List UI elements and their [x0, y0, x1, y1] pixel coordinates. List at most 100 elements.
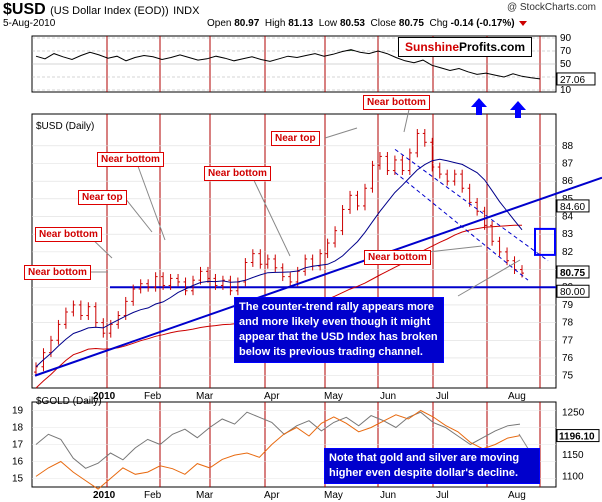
open-value: 80.97: [234, 18, 260, 29]
down-arrow-icon: [519, 20, 528, 26]
gold-panel-title: $GOLD (Daily): [36, 396, 102, 407]
gold-left-tick-label: 19: [12, 406, 24, 417]
price-tick-label: 79: [562, 300, 574, 311]
price-tick-label: 78: [562, 318, 574, 329]
low-label: Low: [318, 18, 338, 29]
annotation-pointer: [457, 259, 521, 297]
copyright: @ StockCharts.com: [506, 2, 596, 13]
close-value: 80.75: [398, 18, 424, 29]
month-label: Mar: [196, 391, 214, 402]
annotation-pointer: [134, 157, 166, 241]
month-label: Jul: [436, 490, 449, 501]
rsi-tick-label: 70: [560, 46, 572, 57]
label-near-bottom: Near bottom: [364, 250, 431, 265]
price-tick-label: 88: [562, 141, 574, 152]
gold-value-box: [556, 429, 600, 443]
open-label: Open: [207, 18, 232, 29]
main-panel-title: $USD (Daily): [36, 121, 95, 132]
uptrend-line: [34, 176, 602, 377]
month-label: Aug: [508, 490, 526, 501]
gold-right-tick-label: 1100: [562, 471, 584, 482]
label-near-top: Near top: [78, 190, 127, 205]
brand-part2: Profits.com: [459, 40, 526, 54]
gold-left-tick-label: 18: [12, 423, 24, 434]
price-tick-label: 82: [562, 247, 574, 258]
target-box: [534, 227, 556, 256]
gold-left-tick-label: 16: [12, 457, 24, 468]
price-value-box: [556, 265, 590, 279]
downtrend-channel-lower: [394, 171, 529, 281]
price-value-label: 80.75: [560, 268, 585, 279]
price-tick-label: 87: [562, 158, 574, 169]
gold-right-tick-label: 1150: [562, 450, 584, 461]
month-label: Jun: [380, 490, 396, 501]
annotation-pointer: [249, 171, 291, 257]
low-value: 80.53: [339, 18, 365, 29]
month-label: May: [324, 490, 343, 501]
rsi-value-box: [556, 72, 596, 86]
label-near-bottom: Near bottom: [363, 95, 430, 110]
label-near-bottom: Near bottom: [204, 166, 271, 181]
label-near-bottom: Near bottom: [97, 152, 164, 167]
symbol-description: (US Dollar Index (EOD)): [50, 5, 169, 17]
high-value: 81.13: [288, 18, 314, 29]
exchange-label: INDX: [173, 5, 200, 17]
price-tick-label: 76: [562, 353, 574, 364]
price-tick-label: 86: [562, 176, 574, 187]
rsi-line: [35, 49, 541, 80]
quote-bar: Open 80.97 High 81.13 Low 80.53 Close 80…: [207, 18, 528, 29]
moving-average-short: [35, 158, 523, 368]
brand-part1: Sunshine: [404, 40, 459, 54]
close-label: Close: [370, 18, 397, 29]
gold-line: [35, 409, 521, 490]
up-arrow-icon: [510, 101, 526, 118]
gold-left-tick-label: 17: [12, 440, 24, 451]
annotation-pointer: [324, 127, 358, 139]
label-near-bottom: Near bottom: [24, 265, 91, 280]
silver-line: [35, 411, 521, 469]
month-label: 2010: [93, 490, 116, 501]
month-label: Aug: [508, 391, 526, 402]
annotation-pointer: [427, 245, 483, 253]
month-label: Jul: [436, 391, 449, 402]
gold-right-tick-label: 1250: [562, 408, 585, 419]
note2-line: Note that gold and silver are moving: [329, 452, 520, 464]
note1-line: The counter-trend rally appears more: [239, 301, 434, 313]
month-label: 2010: [93, 391, 116, 402]
rsi-tick-label: 10: [560, 85, 572, 96]
month-label: Jun: [380, 391, 396, 402]
chg-label: Chg: [429, 18, 448, 29]
brand-box: SunshineProfits.com: [398, 37, 532, 57]
gold-left-tick-label: 15: [12, 474, 24, 485]
price-value-label: 80.00: [560, 287, 585, 298]
rsi-value-label: 27.06: [560, 75, 585, 86]
note-counter-trend: The counter-trend rally appears more and…: [234, 297, 444, 363]
note-gold-silver: Note that gold and silver are moving hig…: [324, 448, 540, 484]
price-value-box: [556, 284, 590, 298]
note1-line: and more likely even though it might: [239, 316, 431, 328]
month-label: May: [324, 391, 343, 402]
price-tick-label: 84: [562, 212, 574, 223]
month-label: Feb: [144, 490, 162, 501]
up-arrow-icon: [471, 98, 487, 115]
month-label: Apr: [264, 391, 280, 402]
label-near-top: Near top: [271, 131, 320, 146]
symbol-text: $USD: [3, 1, 46, 18]
rsi-tick-label: 50: [560, 59, 572, 70]
high-label: High: [264, 18, 286, 29]
month-label: Mar: [196, 490, 214, 501]
label-near-bottom: Near bottom: [35, 227, 102, 242]
note2-line: higher even despite dollar's decline.: [329, 467, 519, 479]
price-tick-label: 75: [562, 371, 574, 382]
price-value-box: [556, 199, 590, 213]
price-tick-label: 77: [562, 335, 574, 346]
note1-line: appear that the USD Index has broken: [239, 331, 438, 343]
rsi-tick-label: 90: [560, 33, 572, 44]
chart-axes: 907050301027.067576777879808182838485868…: [12, 33, 600, 501]
gold-value-label: 1196.10: [559, 432, 595, 443]
month-label: Apr: [264, 490, 280, 501]
price-tick-label: 85: [562, 194, 574, 205]
annotation-pointer: [124, 197, 153, 233]
price-tick-label: 83: [562, 229, 574, 240]
